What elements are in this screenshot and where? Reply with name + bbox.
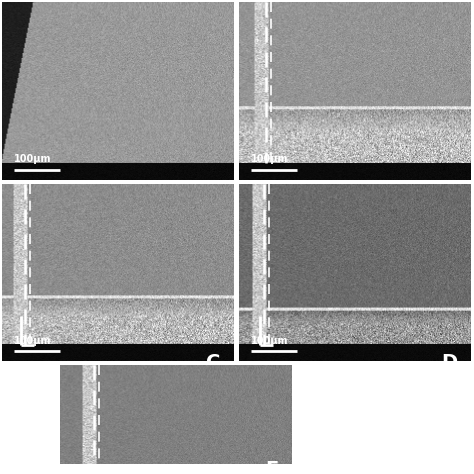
Text: 100μm: 100μm	[14, 336, 52, 346]
Text: 100μm: 100μm	[251, 155, 289, 164]
Text: E: E	[265, 460, 279, 474]
Text: D: D	[442, 353, 458, 372]
Text: 100μm: 100μm	[14, 155, 52, 164]
Text: C: C	[206, 353, 221, 372]
Text: 100μm: 100μm	[251, 336, 289, 346]
